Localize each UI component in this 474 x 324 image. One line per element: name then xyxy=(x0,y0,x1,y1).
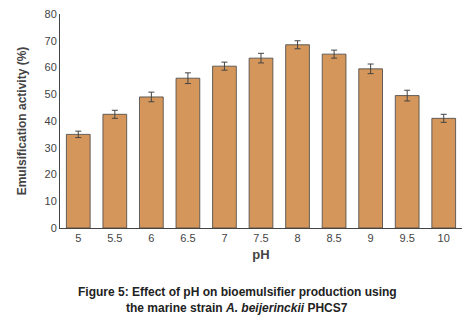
svg-text:pH: pH xyxy=(252,247,269,262)
svg-text:20: 20 xyxy=(45,168,57,180)
svg-text:0: 0 xyxy=(51,222,57,234)
svg-text:10: 10 xyxy=(45,195,57,207)
svg-text:9.5: 9.5 xyxy=(400,232,415,244)
svg-text:70: 70 xyxy=(45,35,57,47)
svg-text:6.5: 6.5 xyxy=(180,232,195,244)
svg-text:Figure 5: Effect of pH on bioe: Figure 5: Effect of pH on bioemulsifier … xyxy=(78,285,397,299)
svg-text:9: 9 xyxy=(368,232,374,244)
svg-text:80: 80 xyxy=(45,8,57,20)
svg-text:7.5: 7.5 xyxy=(253,232,268,244)
svg-text:5.5: 5.5 xyxy=(107,232,122,244)
svg-text:40: 40 xyxy=(45,115,57,127)
svg-text:50: 50 xyxy=(45,88,57,100)
svg-text:Emulsification activity (%): Emulsification activity (%) xyxy=(15,47,29,196)
svg-text:10: 10 xyxy=(438,232,450,244)
svg-text:60: 60 xyxy=(45,61,57,73)
svg-text:6: 6 xyxy=(148,232,154,244)
svg-text:8.5: 8.5 xyxy=(326,232,341,244)
svg-text:30: 30 xyxy=(45,142,57,154)
svg-text:8: 8 xyxy=(294,232,300,244)
svg-text:7: 7 xyxy=(221,232,227,244)
svg-text:5: 5 xyxy=(75,232,81,244)
svg-text:the marine strain A. beijerinc: the marine strain A. beijerinckii PHCS7 xyxy=(126,301,348,315)
